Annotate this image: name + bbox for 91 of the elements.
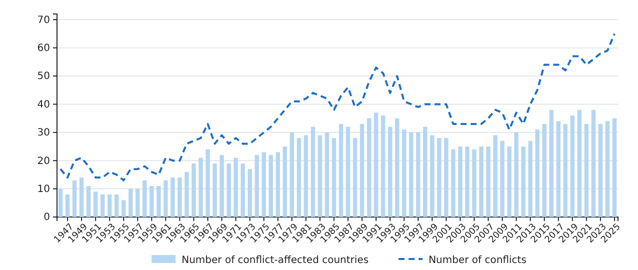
bar — [114, 194, 119, 217]
bar — [107, 194, 112, 217]
bar — [282, 146, 288, 217]
bar — [605, 121, 610, 217]
bar — [206, 149, 210, 217]
y-tick-label: 70 — [37, 14, 50, 26]
bar — [591, 110, 596, 217]
bar — [465, 146, 470, 217]
bar — [472, 149, 476, 217]
bar — [100, 194, 105, 217]
bar — [86, 186, 91, 217]
bar — [395, 118, 400, 217]
bar — [296, 138, 302, 217]
bar — [254, 154, 259, 217]
bar — [563, 124, 568, 217]
line-series — [60, 32, 616, 182]
y-tick-label: 40 — [37, 99, 50, 110]
bar — [58, 188, 63, 217]
y-tick-label: 0 — [44, 212, 50, 224]
bar — [458, 146, 462, 217]
bar — [380, 116, 386, 217]
bar — [570, 116, 575, 217]
bar — [170, 178, 175, 217]
bar — [423, 126, 428, 217]
bar — [142, 180, 147, 217]
bar — [416, 132, 420, 217]
bar — [507, 146, 512, 217]
bar — [156, 186, 161, 217]
bar — [198, 158, 203, 217]
bar — [220, 154, 224, 217]
bar — [178, 178, 182, 217]
y-tick-label: 20 — [37, 156, 50, 167]
bar — [514, 132, 518, 217]
bar — [430, 135, 434, 217]
bar — [437, 138, 442, 217]
bar — [528, 140, 532, 217]
bar — [493, 135, 498, 217]
bar — [500, 140, 504, 217]
bar — [352, 138, 358, 217]
bar — [584, 124, 589, 217]
bar — [310, 126, 316, 217]
bar — [150, 186, 154, 217]
bar — [444, 138, 448, 217]
bar — [346, 126, 350, 217]
legend-label: Number of conflicts — [428, 255, 526, 266]
y-tick-label: 60 — [37, 43, 50, 54]
y-tick-label: 10 — [37, 184, 50, 196]
bar — [93, 192, 98, 217]
bar — [479, 146, 484, 217]
bar — [360, 124, 364, 217]
bar — [212, 163, 217, 217]
bar — [556, 121, 560, 217]
bar — [521, 146, 526, 217]
bar — [338, 124, 344, 217]
bar — [234, 158, 238, 217]
bar — [304, 135, 308, 217]
bar — [542, 124, 546, 217]
bar — [535, 130, 540, 217]
bar — [290, 132, 294, 217]
bar — [366, 118, 372, 217]
bar — [451, 149, 456, 217]
bar — [240, 163, 245, 217]
bar — [248, 169, 252, 217]
bar — [128, 188, 133, 217]
bar — [402, 130, 406, 217]
bar — [65, 194, 70, 217]
bar — [79, 178, 84, 217]
bar — [324, 132, 330, 217]
bar — [136, 188, 140, 217]
bar — [598, 124, 603, 217]
bar — [612, 118, 617, 217]
bar — [268, 154, 273, 217]
bar — [184, 172, 189, 217]
bar — [276, 152, 280, 217]
bar — [549, 110, 554, 217]
bar — [192, 163, 196, 217]
bar — [577, 110, 582, 217]
bar — [388, 126, 392, 217]
y-tick-label: 50 — [37, 71, 50, 82]
bar — [72, 180, 77, 217]
y-tick-label: 30 — [37, 128, 50, 139]
bar — [164, 180, 168, 217]
bar — [262, 152, 266, 217]
bar — [374, 112, 378, 217]
legend-label: Number of conflict-affected countries — [182, 255, 369, 266]
bar — [122, 200, 126, 217]
bar — [226, 163, 231, 217]
bar — [486, 146, 490, 217]
bar — [332, 138, 336, 217]
bar — [318, 135, 322, 217]
bar — [409, 132, 414, 217]
